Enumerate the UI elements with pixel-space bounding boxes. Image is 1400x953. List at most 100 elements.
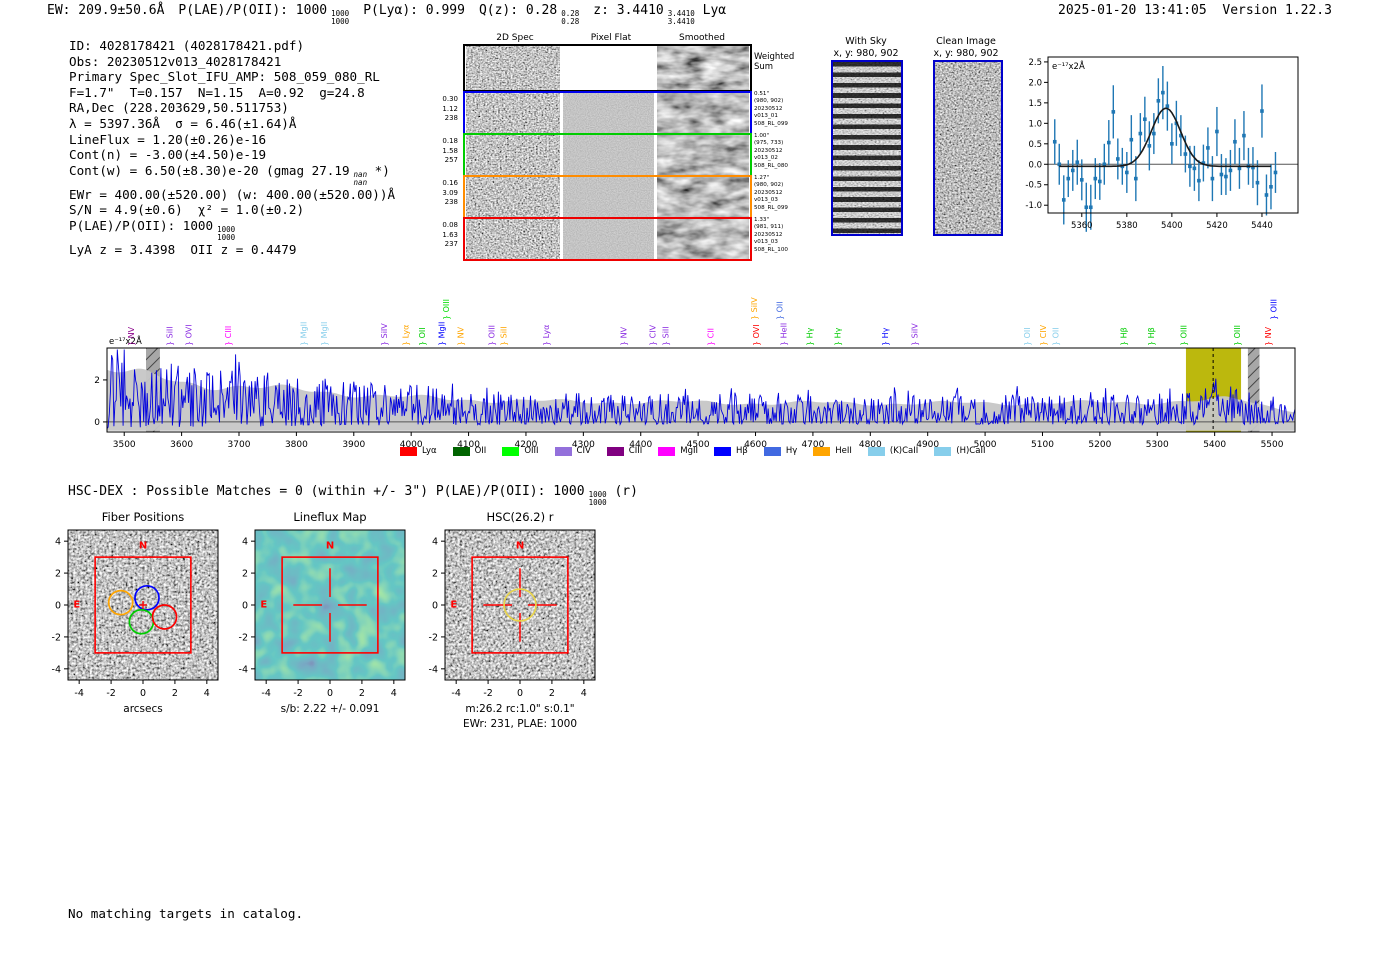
panel-title: Lineflux Map [293, 510, 366, 524]
info-primary-spec: Primary Spec_Slot_IFU_AMP: 508_059_080_R… [69, 69, 380, 85]
col-header-pixel-flat: Pixel Flat [590, 33, 632, 43]
pixel-flat-image [563, 177, 654, 217]
legend-swatch [714, 446, 732, 456]
panel-axis-text: 0 [242, 601, 248, 612]
line-fit-chart: 5360 5380 5400 5420 5440 -1.0 -0.5 0.0 0.5 1.0 1.5… [1025, 56, 1299, 232]
panel-axis-text: 4 [391, 688, 397, 699]
footer-notes: No matching targets in catalog. Row inte… [68, 876, 303, 953]
compass-north-label: N [139, 540, 147, 551]
clean-image-header: Clean Image x, y: 980, 902 [918, 36, 1014, 59]
compass-east-label: E [450, 599, 457, 610]
spectrum-axis-text: 4400 [629, 440, 652, 450]
compass-north-label: N [516, 540, 524, 551]
panel-axis-text: 4 [55, 537, 61, 548]
spectrum-axis-text: 4700 [801, 440, 824, 450]
clean-image [933, 60, 1003, 236]
legend-label: Hγ [785, 446, 798, 456]
emission-line-label: } CIV [1039, 324, 1048, 346]
legend-swatch [606, 446, 624, 456]
with-sky-stripes [833, 62, 901, 234]
compass-east-label: E [73, 599, 80, 610]
legend-swatch [658, 446, 676, 456]
spectrum-axis-text: 2 [94, 376, 100, 386]
emission-line-label: } SiIV [380, 323, 389, 346]
legend-item: (K)CaII [867, 446, 918, 456]
emission-line-label: } Lyα [542, 325, 551, 346]
spectrum-axis-text: 5100 [1031, 440, 1054, 450]
spectrum-axis-text: 3700 [228, 440, 251, 450]
panel-axis-text: 0 [327, 688, 333, 699]
cutout-row [463, 175, 752, 219]
cutout-row [463, 133, 752, 177]
emission-line-label: } OIII [1180, 325, 1189, 346]
emission-line-label: } SiII [499, 326, 508, 346]
panel-axis-text: 4 [204, 688, 210, 699]
cutout-row-right-labels: 0.51" (980, 902) 20230512 v013_01 508_RL_099 [754, 91, 788, 127]
spec2d-image [466, 177, 560, 217]
info-cont-n: Cont(n) = -3.00(±4.50)e-19 [69, 147, 267, 163]
legend-label: CIII [628, 446, 643, 456]
inset-axis-text: 1.0 [1028, 119, 1042, 129]
datetime-version: 2025-01-20 13:41:05 Version 1.22.3 [1058, 3, 1332, 18]
col-header-2d-spec: 2D Spec [496, 33, 534, 43]
panel-axis-text: 4 [242, 537, 248, 548]
legend-label: OIII [524, 446, 539, 456]
legend-item: Lyα [400, 446, 437, 456]
detection-info-block: ID: 4028178421 (4028178421.pdf) Obs: 202… [69, 38, 395, 258]
legend-swatch [452, 446, 470, 456]
spectrum-axis-text: 4200 [515, 440, 538, 450]
legend-swatch [400, 446, 417, 456]
panel-axis-text: 0 [140, 688, 146, 699]
emission-line-label: } Hγ [881, 327, 890, 346]
panel-axis-text: -2 [52, 632, 61, 643]
emission-line-label: } MgII [300, 322, 309, 346]
emission-line-label: } SiII [661, 326, 670, 346]
inset-axis-text: 2.5 [1028, 58, 1042, 68]
cutout-row [463, 217, 752, 261]
legend-item: Hβ [714, 446, 748, 456]
legend-label: CIV [576, 446, 591, 456]
panel-axis-text: 0 [517, 688, 523, 699]
panel-axis-text: -4 [52, 664, 61, 675]
legend-label: HeII [835, 446, 852, 456]
hsc-dex-line: HSC-DEX : Possible Matches = 0 (within +… [68, 484, 638, 507]
panel-axis-text: -4 [429, 664, 438, 675]
emission-line-label: } OII [776, 301, 785, 320]
panel-xlabel: s/b: 2.22 +/- 0.091 [281, 703, 380, 715]
spectrum-axis-text: 5400 [1203, 440, 1226, 450]
emission-line-label: } SiIV [750, 297, 759, 320]
with-sky-header: With Sky x, y: 980, 902 [818, 36, 914, 59]
legend-item: HeII [813, 446, 852, 456]
pixel-flat-image [563, 93, 654, 133]
panel-axis-text: 4 [432, 537, 438, 548]
emission-line-label: } OIII [1233, 325, 1242, 346]
emission-line-label: } CIV [649, 324, 658, 346]
emission-line-label: } NV [456, 326, 465, 346]
inset-axis-text: -0.5 [1025, 181, 1042, 191]
spectrum-axis-text: 5300 [1146, 440, 1169, 450]
legend-swatch [867, 446, 885, 456]
panel-axis-text: -2 [293, 688, 302, 699]
weighted-smoothed-image [657, 46, 749, 90]
info-id: ID: 4028178421 (4028178421.pdf) [69, 38, 305, 53]
aperture-circle [503, 588, 537, 622]
legend-swatch [502, 446, 520, 456]
fiber-circle [134, 584, 160, 611]
legend-swatch [813, 446, 831, 456]
spectrum-axis-text: e⁻¹⁷x2Å [109, 335, 142, 347]
inset-axis-text: 5440 [1251, 221, 1273, 231]
legend-item: CIII [606, 446, 643, 456]
emission-line-label: } OVI [752, 324, 761, 346]
emission-line-label: } OII [1052, 327, 1061, 346]
emission-line-label: } OII [418, 327, 427, 346]
legend-item: Hγ [763, 446, 798, 456]
cutout-row-right-labels: 1.00" (975, 733) 20230512 v013_02 508_RL_080 [754, 133, 788, 169]
spectrum-axis-text: 4800 [859, 440, 882, 450]
emission-line-label: } Hβ [1147, 327, 1156, 346]
info-lineflux: LineFlux = 1.20(±0.26)e-16 [69, 131, 267, 147]
smoothed-image [657, 177, 749, 217]
pixel-flat-image [563, 135, 654, 175]
panel-axis-text: -4 [239, 664, 248, 675]
emission-line-label: } OIII [1270, 299, 1279, 320]
panel-xlabel: arcsecs [123, 703, 162, 715]
